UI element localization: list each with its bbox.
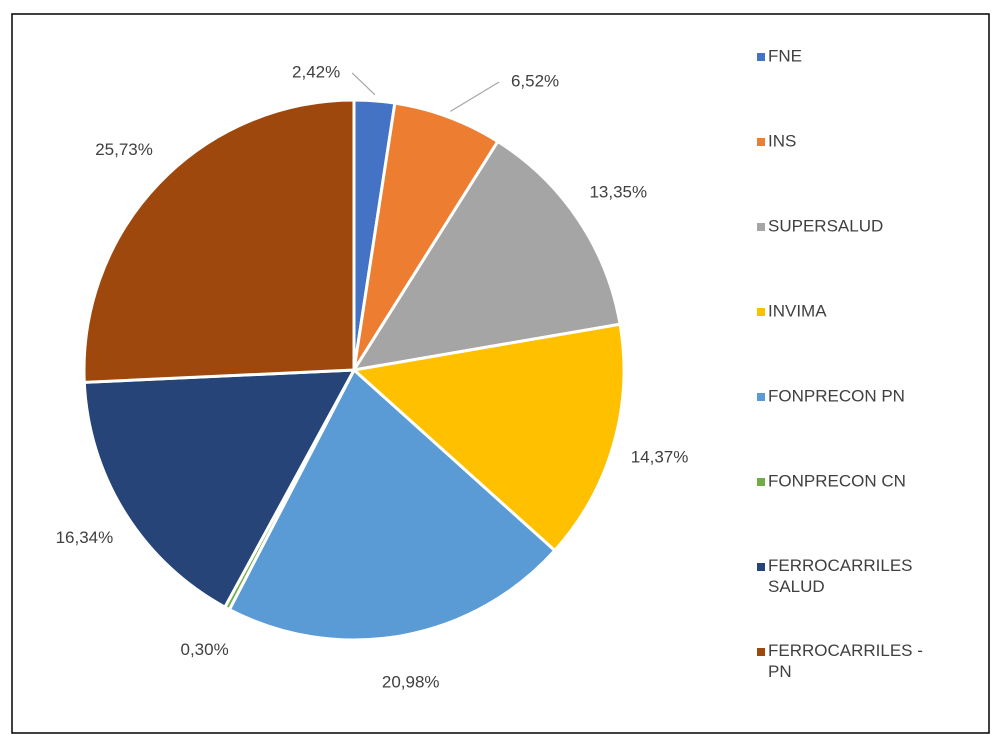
data-label: 16,34% [56, 528, 114, 547]
legend-swatch [757, 53, 765, 61]
legend-label: SUPERSALUD [768, 216, 883, 235]
legend-swatch [757, 478, 765, 486]
pie-slice [227, 367, 557, 642]
legend-label: FERROCARRILES -PN [768, 641, 923, 681]
legend-swatch [757, 138, 765, 146]
legend-swatch [757, 223, 765, 231]
data-label: 6,52% [511, 72, 559, 91]
data-label: 13,35% [589, 183, 647, 202]
legend-label: FNE [768, 46, 802, 65]
data-label: 20,98% [382, 672, 440, 691]
pie-slice [82, 98, 356, 384]
leader-line [351, 72, 376, 96]
pie-slice [350, 139, 622, 373]
legend-swatch [757, 393, 765, 401]
legend-label: FERROCARRILES SALUD [768, 556, 913, 596]
pie-slice [82, 368, 357, 610]
pie-slice [352, 101, 500, 371]
legend-label: FONPRECON CN [768, 471, 906, 490]
data-label: 0,30% [180, 640, 228, 659]
pie-slice [350, 322, 626, 553]
data-label: 14,37% [631, 448, 689, 467]
legend-swatch [757, 308, 765, 316]
legend-label: INVIMA [768, 301, 827, 320]
data-label: 2,42% [292, 62, 340, 81]
leader-line [450, 81, 500, 112]
legend-swatch [757, 648, 765, 656]
legend-label: FONPRECON PN [768, 386, 905, 405]
legend-swatch [757, 563, 765, 571]
data-label: 25,73% [95, 140, 153, 159]
legend-label: INS [768, 131, 796, 150]
